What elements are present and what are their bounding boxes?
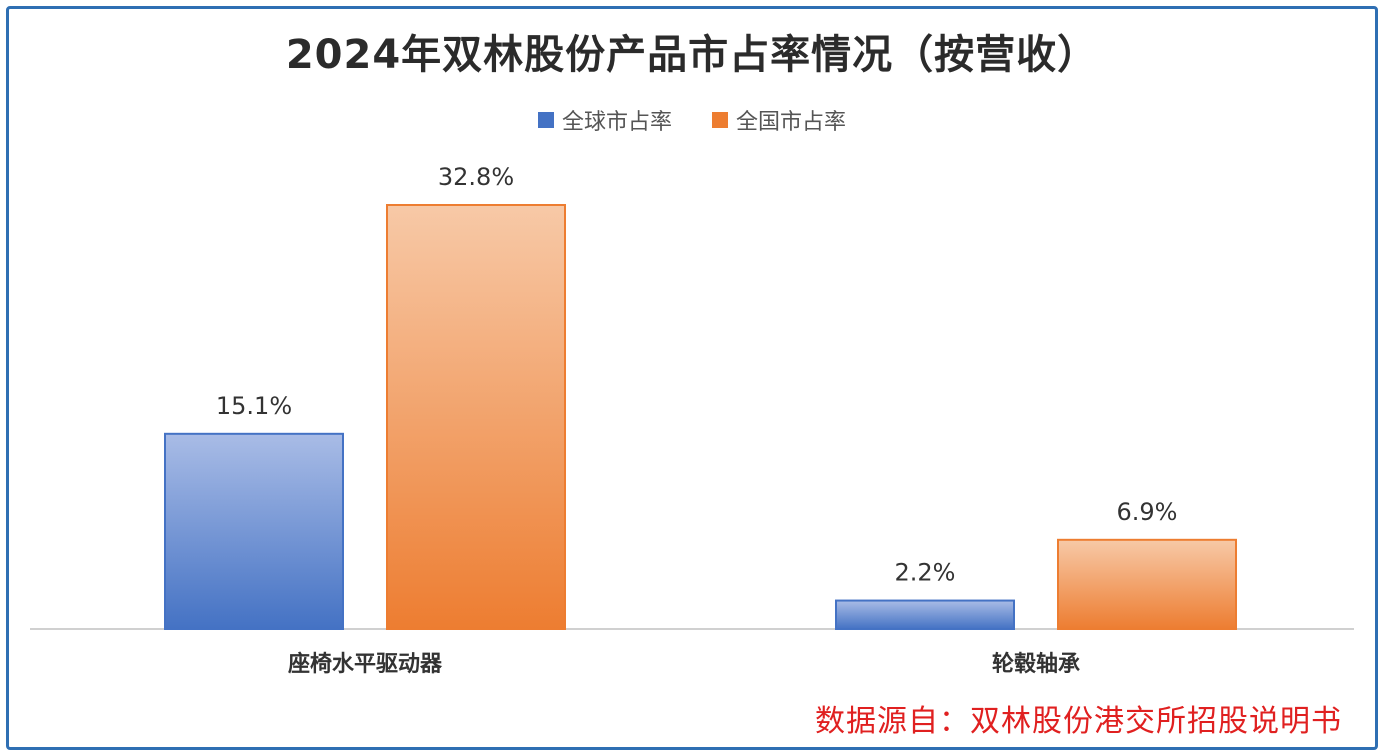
chart-title: 2024年双林股份产品市占率情况（按营收）	[285, 32, 1099, 78]
chart-legend: 全球市占率 全国市占率	[0, 104, 1384, 136]
legend-swatch-global	[537, 112, 554, 128]
x-tick-label-1: 轮毂轴承	[992, 651, 1080, 677]
legend-label-national: 全国市占率	[736, 110, 847, 135]
bar-1-1	[1057, 538, 1237, 630]
bar-0-1	[386, 204, 566, 630]
data-label-0-0: 15.1%	[216, 392, 292, 420]
legend-item-global: 全球市占率	[537, 104, 672, 136]
bar-1-0	[835, 599, 1015, 630]
data-label-0-1: 32.8%	[438, 163, 514, 191]
legend-label-global: 全球市占率	[561, 110, 672, 135]
x-tick-label-0: 座椅水平驱动器	[288, 651, 443, 677]
source-note: 数据源自：双林股份港交所招股说明书	[815, 704, 1342, 739]
legend-swatch-national	[712, 112, 728, 128]
data-label-1-0: 2.2%	[895, 559, 956, 587]
legend-item-national: 全国市占率	[712, 104, 846, 136]
data-label-1-1: 6.9%	[1117, 498, 1178, 526]
bar-0-0	[164, 432, 344, 630]
